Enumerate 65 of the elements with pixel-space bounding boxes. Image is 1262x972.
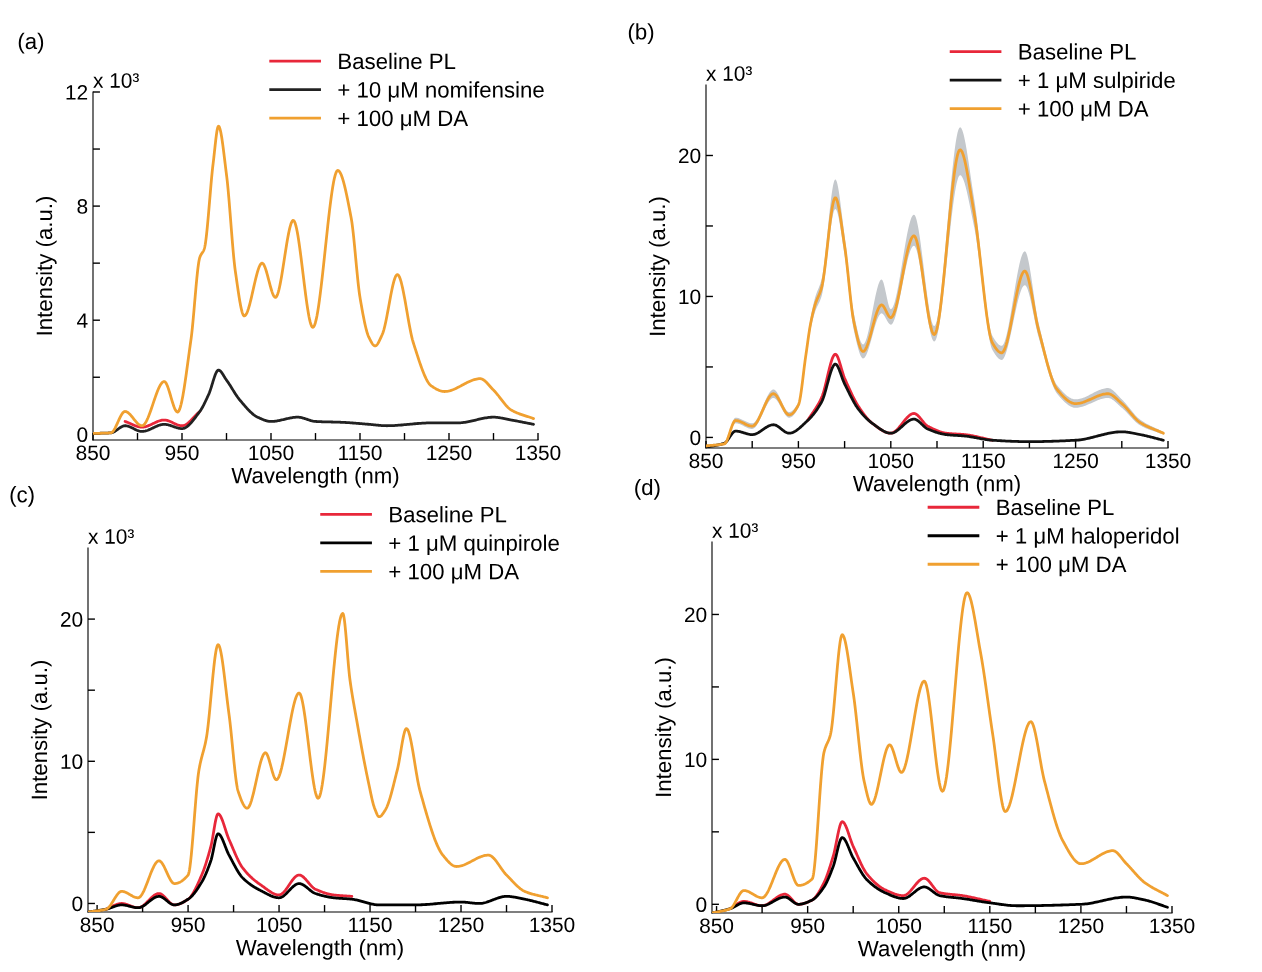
legend-label: + 100 μM DA: [389, 563, 520, 584]
legend-label: + 100 μM DA: [996, 556, 1127, 577]
x-axis-title: Wavelength (nm): [852, 475, 1020, 496]
legend-label: + 1 μM sulpiride: [1018, 71, 1175, 93]
text: x 10³: [88, 529, 134, 544]
y-tick-label: 0: [72, 896, 83, 912]
x-tick-label: 950: [165, 445, 199, 461]
x-tick-label: 850: [76, 445, 110, 461]
x-tick-label: 950: [171, 917, 205, 933]
x-tick-label: 1150: [339, 445, 382, 461]
legend-label: Baseline PL: [997, 498, 1114, 516]
legend-label: + 1 μM haloperidol: [996, 527, 1179, 549]
x-tick-label: 1150: [962, 453, 1005, 469]
x-tick-label: 1350: [1150, 918, 1195, 934]
x-tick-label: 950: [791, 918, 825, 934]
chart-title: (a): [18, 32, 44, 54]
legend-label: Baseline PL: [339, 52, 456, 70]
y-axis-title: Intensity (a.u.): [30, 660, 52, 799]
legend-label: + 10 μM nomifensine: [338, 81, 544, 102]
y-tick-label: 8: [77, 199, 88, 214]
y-tick-label: 10: [685, 752, 707, 768]
y-tick-label: 10: [679, 289, 701, 305]
y-tick-label: 20: [61, 612, 83, 627]
x-tick-label: 1050: [257, 917, 302, 933]
x-tick-label: 1050: [869, 453, 914, 469]
y-tick-label: 20: [685, 607, 707, 623]
x-tick-label: 850: [689, 453, 723, 469]
x-axis-title: Wavelength (nm): [231, 467, 399, 488]
x-tick-label: 1250: [427, 445, 472, 461]
x-tick-label: 1350: [530, 917, 575, 933]
chart-title: (d): [635, 478, 660, 500]
legend-label: + 100 μM DA: [338, 110, 469, 131]
x-tick-label: 1350: [516, 445, 561, 461]
x-tick-label: 1250: [439, 917, 484, 933]
legend-label: Baseline PL: [1019, 43, 1136, 60]
text: x 10³: [712, 523, 758, 538]
legend-label: Baseline PL: [390, 506, 507, 523]
y-tick-label: 0: [77, 427, 88, 443]
x-tick-label: 1350: [1146, 453, 1191, 469]
text: x 10³: [706, 66, 752, 81]
y-tick-label: 4: [77, 313, 88, 328]
x-tick-label: 1250: [1054, 453, 1098, 469]
x-tick-label: 1150: [969, 918, 1012, 934]
legend-label: + 1 μM quinpirole: [389, 534, 559, 556]
y-tick-label: 10: [61, 754, 83, 770]
x-tick-label: 850: [80, 917, 114, 933]
x-axis-title: Wavelength (nm): [857, 940, 1025, 961]
x-axis-title: Wavelength (nm): [235, 939, 403, 960]
x-tick-label: 1150: [349, 917, 392, 933]
y-tick-label: 12: [66, 85, 88, 100]
text: x 10³: [93, 73, 139, 88]
y-tick-label: 0: [690, 430, 701, 446]
x-tick-label: 1050: [877, 918, 922, 934]
chart-title: (b): [628, 23, 654, 44]
x-tick-label: 850: [700, 918, 734, 934]
y-axis-title: Intensity (a.u.): [648, 197, 670, 335]
x-tick-label: 950: [782, 453, 815, 469]
y-tick-label: 0: [696, 897, 707, 913]
y-axis-title: Intensity (a.u.): [654, 658, 676, 796]
y-tick-label: 20: [679, 148, 701, 164]
chart-title: (c): [10, 486, 34, 507]
x-tick-label: 1250: [1059, 918, 1104, 934]
x-tick-label: 1050: [249, 445, 294, 461]
legend-label: + 100 μM DA: [1018, 100, 1149, 121]
y-axis-title: Intensity (a.u.): [35, 196, 57, 335]
